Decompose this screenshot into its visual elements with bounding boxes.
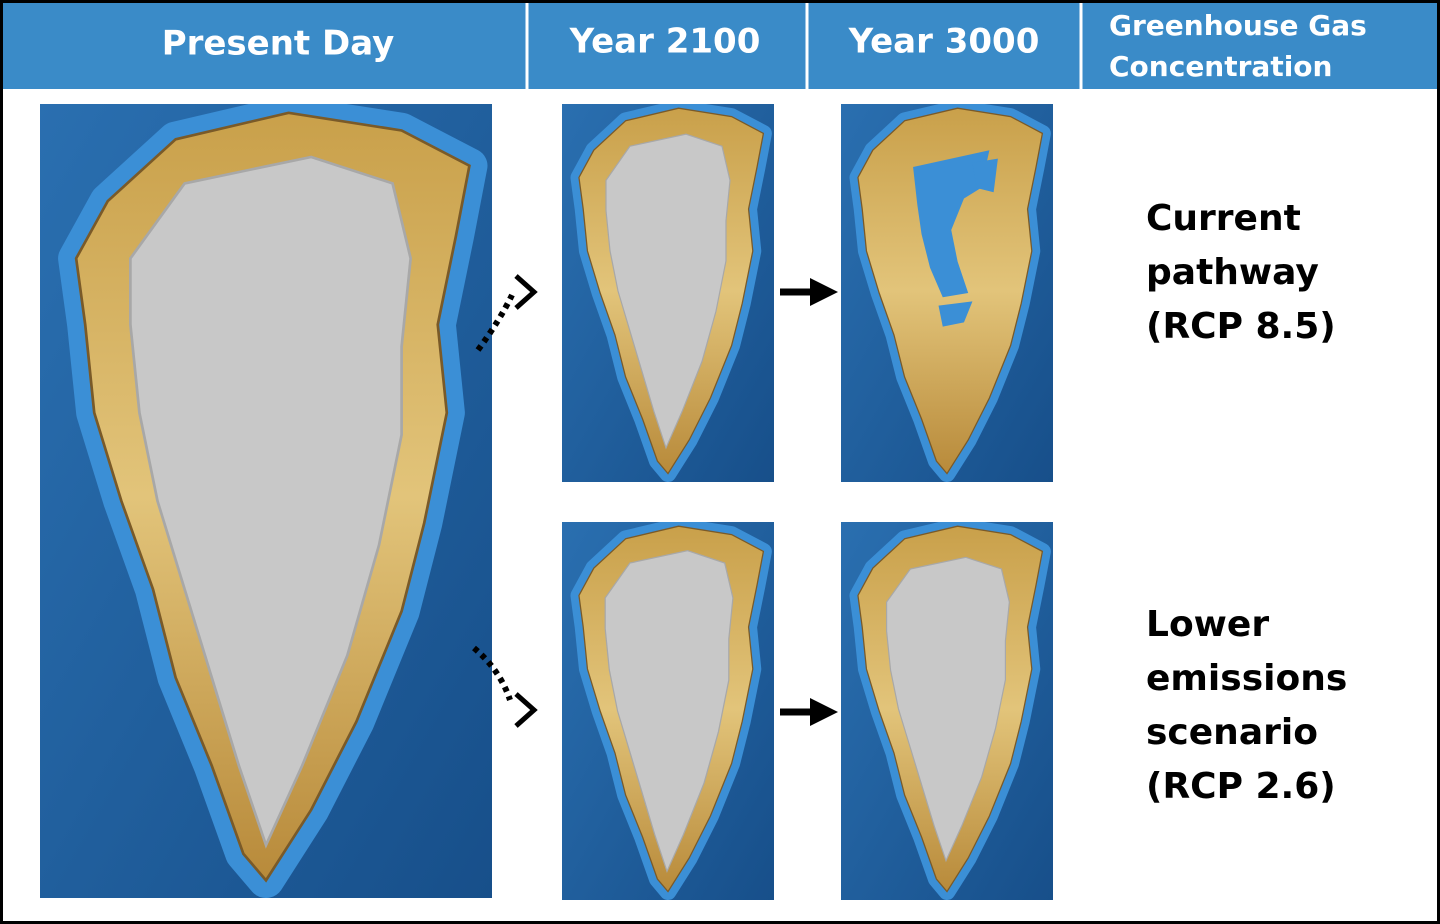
header-present: Present Day [162,24,395,64]
map-present [40,104,492,898]
scenario-label: Current [1146,198,1301,239]
map-2100-rcp85 [562,104,774,482]
arrow-head [514,692,538,728]
scenario-label: Lower [1146,604,1269,645]
scenario-label: (RCP 8.5) [1146,306,1336,347]
header-2100: Year 2100 [569,22,761,62]
scenario-label: (RCP 2.6) [1146,766,1336,807]
header-3000: Year 3000 [848,22,1040,62]
header-concentration: Concentration [1109,50,1332,83]
scenario-label: pathway [1146,252,1319,293]
scenario-label: scenario [1146,712,1318,753]
scenario-label: emissions [1146,658,1347,699]
map-2100-rcp26 [562,522,774,900]
dashed-arrow [475,293,515,352]
arrow-head [514,274,538,310]
header-concentration: Greenhouse Gas [1109,9,1367,42]
header-bar [3,3,1437,89]
map-3000-rcp26 [841,522,1053,900]
dashed-arrow [472,645,513,701]
map-3000-rcp85 [841,104,1053,482]
